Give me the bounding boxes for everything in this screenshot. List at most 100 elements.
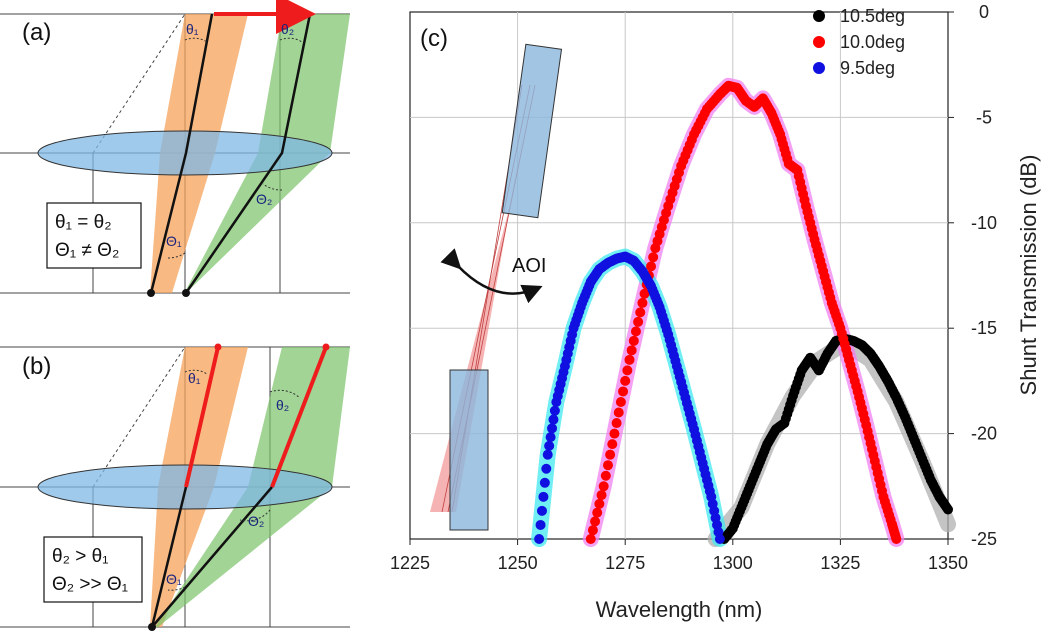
- data-point: [611, 418, 622, 429]
- condition-line: Θ₁ ≠ Θ₂: [55, 240, 119, 261]
- data-point: [600, 470, 611, 481]
- aoi-label: AOI: [512, 255, 546, 277]
- legend-marker: [813, 10, 825, 22]
- red-ray: [184, 346, 220, 488]
- data-point: [891, 534, 902, 544]
- angle-label: Θ₁: [166, 571, 182, 587]
- x-tick-label: 1300: [713, 553, 753, 573]
- y-tick-label: -25: [971, 529, 997, 549]
- data-point: [637, 297, 648, 308]
- data-point: [635, 307, 646, 318]
- y-tick-label: -15: [971, 318, 997, 338]
- data-point: [714, 534, 725, 544]
- panel-tag: (b): [22, 353, 51, 380]
- data-point: [587, 525, 598, 536]
- data-point: [541, 463, 552, 474]
- data-point: [639, 288, 650, 299]
- x-tick-label: 1250: [498, 553, 538, 573]
- data-point: [628, 335, 639, 346]
- data-point: [615, 396, 626, 407]
- condition-box: [43, 536, 143, 603]
- data-point: [602, 460, 613, 471]
- lower-collimator: [449, 369, 489, 531]
- panel-tag: (a): [22, 19, 51, 46]
- x-tick-label: 1225: [390, 553, 430, 573]
- data-point: [590, 516, 601, 527]
- red-ray: [270, 346, 328, 488]
- series-10.0deg: [585, 80, 902, 544]
- aoi-arrow: [440, 248, 543, 304]
- data-point: [545, 432, 556, 443]
- data-point: [539, 477, 550, 488]
- angle-label: Θ₂: [248, 513, 264, 529]
- data-point: [646, 261, 657, 272]
- legend-label: 10.0deg: [840, 32, 905, 52]
- legend-label: 9.5deg: [840, 58, 895, 78]
- y-axis-title: Shunt Transmission (dB): [1016, 155, 1041, 396]
- data-point: [607, 439, 618, 450]
- data-point: [596, 490, 607, 501]
- legend-marker: [813, 36, 825, 48]
- data-point: [535, 519, 546, 530]
- x-axis-title: Wavelength (nm): [596, 597, 763, 622]
- data-points: [534, 80, 953, 544]
- data-point: [549, 405, 560, 416]
- panel-c: AOI 1225 1250 1275 1300 1325 1350 0 -5 -10 -15 -2…: [390, 2, 1041, 622]
- panel-a: θ₁ θ₂ Θ₂ Θ₁ (a) θ₁ = θ₂ Θ₁ ≠ Θ₂: [0, 0, 350, 297]
- angle-label: θ₂: [281, 21, 294, 37]
- data-point: [648, 252, 659, 263]
- condition-box: [46, 202, 142, 269]
- panel-b: θ₁ θ₂ Θ₂ Θ₁ (b) θ₂ > θ₁ Θ₂ >> Θ₁: [0, 343, 350, 631]
- legend: 10.5deg 10.0deg 9.5deg: [813, 6, 905, 78]
- upper-collimator: [501, 43, 563, 219]
- data-point: [943, 504, 953, 515]
- y-tick-labels: 0 -5 -10 -15 -20 -25: [948, 2, 997, 549]
- data-point: [630, 326, 641, 337]
- condition-line: Θ₂ >> Θ₁: [52, 574, 128, 595]
- data-point: [618, 386, 629, 397]
- data-point: [626, 345, 637, 356]
- series-10.5deg: [719, 333, 953, 544]
- condition-line: θ₁ = θ₂: [55, 212, 112, 233]
- x-tick-label: 1275: [605, 553, 645, 573]
- data-point: [534, 534, 545, 544]
- data-point: [620, 375, 631, 386]
- source-point: [147, 289, 155, 297]
- angle-label: θ₁: [186, 21, 199, 37]
- x-tick-label: 1350: [928, 553, 968, 573]
- series-9.5deg: [534, 251, 725, 544]
- data-point: [598, 481, 609, 492]
- angle-label: Θ₂: [256, 191, 272, 207]
- angle-label: θ₁: [188, 370, 201, 386]
- x-tick-label: 1325: [820, 553, 860, 573]
- y-tick-label: -5: [976, 107, 992, 127]
- condition-line: θ₂ > θ₁: [52, 546, 109, 567]
- data-point: [624, 354, 635, 365]
- legend-marker: [813, 62, 825, 74]
- data-point: [605, 449, 616, 460]
- x-tick-labels: 1225 1250 1275 1300 1325 1350: [390, 539, 968, 573]
- source-point: [148, 623, 156, 631]
- data-point: [609, 428, 620, 439]
- data-point: [633, 316, 644, 327]
- data-point: [585, 534, 596, 544]
- data-point: [622, 365, 633, 376]
- data-point: [544, 440, 555, 451]
- source-point: [182, 289, 190, 297]
- angle-label: Θ₁: [166, 233, 182, 249]
- data-point: [592, 507, 603, 518]
- data-point: [538, 491, 549, 502]
- legend-label: 10.5deg: [840, 6, 905, 26]
- data-point: [548, 414, 559, 425]
- y-tick-label: -10: [971, 213, 997, 233]
- y-tick-label: 0: [979, 2, 989, 22]
- y-tick-label: -20: [971, 424, 997, 444]
- data-point: [594, 498, 605, 509]
- panel-tag: (c): [420, 25, 448, 52]
- angle-label: θ₂: [276, 397, 289, 413]
- data-point: [613, 407, 624, 418]
- collimator-inset: AOI: [430, 43, 563, 531]
- data-point: [536, 505, 547, 516]
- data-point: [547, 423, 558, 434]
